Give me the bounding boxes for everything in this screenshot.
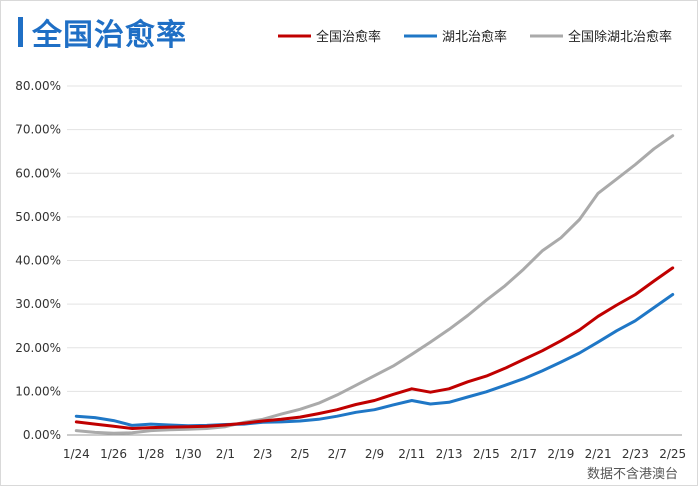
y-tick-label: 60.00% bbox=[15, 166, 61, 180]
y-tick-label: 30.00% bbox=[15, 297, 61, 311]
x-tick-label: 2/3 bbox=[253, 447, 272, 461]
y-tick-label: 10.00% bbox=[15, 384, 61, 398]
y-tick-label: 80.00% bbox=[15, 79, 61, 93]
y-tick-label: 70.00% bbox=[15, 123, 61, 137]
x-tick-label: 1/24 bbox=[63, 447, 90, 461]
y-tick-label: 50.00% bbox=[15, 210, 61, 224]
x-tick-label: 2/9 bbox=[365, 447, 384, 461]
x-tick-label: 2/17 bbox=[510, 447, 537, 461]
source-note: 数据不含港澳台 bbox=[586, 467, 678, 482]
x-tick-label: 2/23 bbox=[622, 447, 649, 461]
y-tick-label: 20.00% bbox=[15, 341, 61, 355]
x-tick-label: 2/19 bbox=[547, 447, 574, 461]
y-tick-label: 0.00% bbox=[23, 428, 61, 442]
x-tick-label: 1/30 bbox=[175, 447, 202, 461]
x-tick-label: 1/28 bbox=[137, 447, 164, 461]
series-line-2 bbox=[74, 134, 675, 435]
x-tick-label: 2/21 bbox=[585, 447, 612, 461]
x-tick-label: 2/11 bbox=[398, 447, 425, 461]
chart-title: 全国治愈率 bbox=[32, 18, 187, 53]
x-tick-label: 2/1 bbox=[216, 447, 235, 461]
x-tick-label: 2/25 bbox=[659, 447, 686, 461]
legend-entry: 全国治愈率 bbox=[316, 29, 381, 45]
y-tick-label: 40.00% bbox=[15, 254, 61, 268]
x-tick-label: 2/15 bbox=[473, 447, 500, 461]
title-accent-bar bbox=[18, 17, 23, 47]
x-tick-label: 1/26 bbox=[100, 447, 127, 461]
x-tick-label: 2/13 bbox=[436, 447, 463, 461]
x-tick-label: 2/7 bbox=[328, 447, 347, 461]
series-line-1 bbox=[74, 293, 675, 428]
legend-entry: 全国除湖北治愈率 bbox=[568, 29, 672, 45]
x-tick-label: 2/5 bbox=[290, 447, 309, 461]
legend-entry: 湖北治愈率 bbox=[442, 29, 507, 45]
series-line-0 bbox=[74, 266, 675, 430]
